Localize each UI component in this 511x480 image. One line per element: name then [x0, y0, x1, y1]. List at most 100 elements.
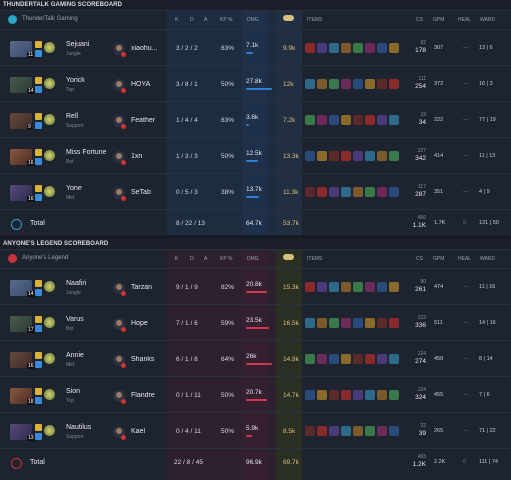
item-icon[interactable]: [317, 115, 327, 125]
item-icon[interactable]: [317, 318, 327, 328]
col-kp[interactable]: KP %: [220, 17, 233, 23]
col-a[interactable]: A: [204, 256, 208, 262]
item-icon[interactable]: [365, 43, 375, 53]
item-icon[interactable]: [317, 187, 327, 197]
player-name[interactable]: Hope: [131, 320, 148, 327]
item-icon[interactable]: [329, 187, 339, 197]
item-icon[interactable]: [389, 79, 399, 89]
item-icon[interactable]: [341, 354, 351, 364]
item-icon[interactable]: [389, 318, 399, 328]
player-name[interactable]: Flandre: [131, 392, 155, 399]
item-icon[interactable]: [377, 187, 387, 197]
player-name[interactable]: Shanks: [131, 356, 155, 363]
col-cs[interactable]: CS: [416, 256, 423, 262]
item-icon[interactable]: [329, 426, 339, 436]
item-icon[interactable]: [365, 115, 375, 125]
player-row[interactable]: 14 Naafiri Jungle Tarzan 9 / 1 / 9 82% 20.8k 15…: [0, 268, 511, 307]
col-d[interactable]: D: [190, 256, 194, 262]
item-icon[interactable]: [329, 282, 339, 292]
item-icon[interactable]: [341, 187, 351, 197]
item-icon[interactable]: [305, 354, 315, 364]
player-name[interactable]: 1xn: [131, 153, 143, 160]
item-icon[interactable]: [305, 79, 315, 89]
item-icon[interactable]: [365, 187, 375, 197]
item-icon[interactable]: [305, 390, 315, 400]
col-items[interactable]: ITEMS: [307, 256, 323, 262]
item-icon[interactable]: [353, 115, 363, 125]
item-icon[interactable]: [377, 318, 387, 328]
item-icon[interactable]: [305, 187, 315, 197]
item-icon[interactable]: [389, 390, 399, 400]
item-icon[interactable]: [317, 390, 327, 400]
col-gpm[interactable]: GPM: [433, 17, 445, 23]
item-icon[interactable]: [305, 151, 315, 161]
item-icon[interactable]: [329, 115, 339, 125]
item-icon[interactable]: [365, 79, 375, 89]
item-icon[interactable]: [305, 43, 315, 53]
col-dmg[interactable]: DMG: [247, 256, 259, 262]
player-name[interactable]: HOYA: [131, 81, 151, 88]
item-icon[interactable]: [353, 187, 363, 197]
item-icon[interactable]: [377, 115, 387, 125]
player-name[interactable]: Feather: [131, 117, 156, 124]
item-icon[interactable]: [329, 151, 339, 161]
col-kp[interactable]: KP %: [220, 256, 233, 262]
item-icon[interactable]: [377, 426, 387, 436]
item-icon[interactable]: [389, 43, 399, 53]
item-icon[interactable]: [305, 426, 315, 436]
item-icon[interactable]: [365, 282, 375, 292]
item-icon[interactable]: [377, 43, 387, 53]
item-icon[interactable]: [341, 282, 351, 292]
item-icon[interactable]: [353, 79, 363, 89]
item-icon[interactable]: [305, 115, 315, 125]
col-k[interactable]: K: [175, 256, 179, 262]
player-row[interactable]: 9 Rell Support Feather 1 / 4 / 4 63% 3.6k 7.2k 1…: [0, 101, 511, 140]
item-icon[interactable]: [317, 151, 327, 161]
item-icon[interactable]: [365, 151, 375, 161]
item-icon[interactable]: [365, 390, 375, 400]
col-dmg[interactable]: DMG: [247, 17, 259, 23]
player-row[interactable]: 18 Sion Top Flandre 0 / 1 / 11 50% 20.7k 14.7k 1…: [0, 376, 511, 415]
player-row[interactable]: 11 Sejuani Jungle xiaohu... 3 / 2 / 2 63% 7.1k…: [0, 29, 511, 68]
player-row[interactable]: 16 Annie Mid Shanks 6 / 1 / 8 64% 26k 14.8k 124 2…: [0, 340, 511, 379]
item-icon[interactable]: [329, 43, 339, 53]
item-icon[interactable]: [353, 151, 363, 161]
item-icon[interactable]: [377, 79, 387, 89]
item-icon[interactable]: [329, 354, 339, 364]
col-ward[interactable]: WARD: [480, 17, 496, 23]
item-icon[interactable]: [377, 354, 387, 364]
item-icon[interactable]: [341, 390, 351, 400]
item-icon[interactable]: [353, 426, 363, 436]
item-icon[interactable]: [389, 151, 399, 161]
item-icon[interactable]: [389, 282, 399, 292]
item-icon[interactable]: [341, 426, 351, 436]
col-d[interactable]: D: [190, 17, 194, 23]
item-icon[interactable]: [305, 318, 315, 328]
player-row[interactable]: 16 Yone Mid SeTab 0 / 5 / 3 38% 13.7k 11.3k 117 2…: [0, 173, 511, 212]
col-cs[interactable]: CS: [416, 17, 423, 23]
col-items[interactable]: ITEMS: [307, 17, 323, 23]
player-name[interactable]: Tarzan: [131, 284, 153, 291]
item-icon[interactable]: [353, 318, 363, 328]
item-icon[interactable]: [341, 115, 351, 125]
col-ward[interactable]: WARD: [480, 256, 496, 262]
col-gpm[interactable]: GPM: [433, 256, 445, 262]
item-icon[interactable]: [341, 43, 351, 53]
item-icon[interactable]: [377, 151, 387, 161]
item-icon[interactable]: [329, 390, 339, 400]
col-heal[interactable]: HEAL: [458, 256, 472, 262]
player-row[interactable]: 13 Nautilus Support Kael 0 / 4 / 11 50% 5.9k 8.…: [0, 412, 511, 451]
player-name[interactable]: xiaohu...: [131, 45, 158, 52]
item-icon[interactable]: [329, 318, 339, 328]
item-icon[interactable]: [317, 43, 327, 53]
item-icon[interactable]: [389, 187, 399, 197]
player-name[interactable]: Kael: [131, 428, 146, 435]
item-icon[interactable]: [329, 79, 339, 89]
item-icon[interactable]: [353, 282, 363, 292]
item-icon[interactable]: [377, 390, 387, 400]
item-icon[interactable]: [365, 318, 375, 328]
col-heal[interactable]: HEAL: [458, 17, 472, 23]
item-icon[interactable]: [341, 151, 351, 161]
item-icon[interactable]: [353, 43, 363, 53]
item-icon[interactable]: [365, 426, 375, 436]
